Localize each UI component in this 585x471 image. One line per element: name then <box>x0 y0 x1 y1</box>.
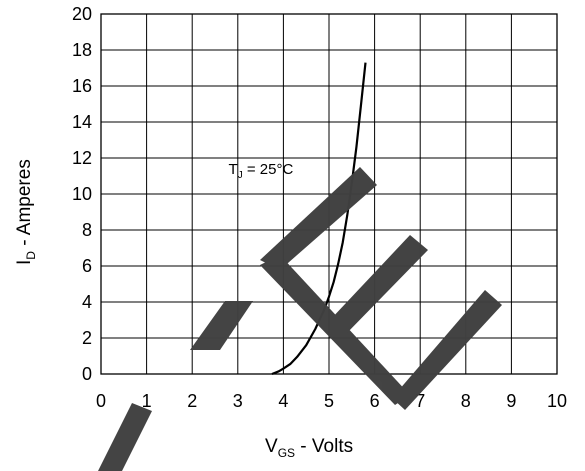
x-tick-label: 6 <box>370 391 380 411</box>
transfer-curve <box>271 62 367 376</box>
y-tick-labels: 0 2 4 6 8 10 12 14 16 18 20 <box>72 4 92 384</box>
watermark-stroke-2 <box>190 301 253 350</box>
y-axis-title: ID - Amperes <box>14 159 38 265</box>
plot-frame <box>100 13 558 375</box>
y-tick-label: 12 <box>72 148 92 168</box>
junction-temperature-annotation: TJ = 25°C <box>229 161 294 181</box>
watermark-stroke-3 <box>260 167 377 270</box>
y-tick-label: 10 <box>72 184 92 204</box>
x-tick-label: 8 <box>461 391 471 411</box>
x-tick-label: 5 <box>324 391 334 411</box>
y-tick-label: 16 <box>72 76 92 96</box>
watermark-stroke-5 <box>330 235 428 335</box>
y-tick-label: 0 <box>82 364 92 384</box>
x-tick-label: 3 <box>233 391 243 411</box>
x-tick-labels: 0 1 2 3 4 5 6 7 8 9 10 <box>96 391 567 411</box>
y-tick-label: 4 <box>82 292 92 312</box>
x-tick-label: 10 <box>547 391 567 411</box>
curves <box>271 62 367 376</box>
y-tick-label: 20 <box>72 4 92 24</box>
y-tick-label: 2 <box>82 328 92 348</box>
x-tick-label: 7 <box>415 391 425 411</box>
y-tick-label: 8 <box>82 220 92 240</box>
y-tick-label: 14 <box>72 112 92 132</box>
x-axis-title: VGS - Volts <box>265 436 353 460</box>
x-tick-label: 2 <box>187 391 197 411</box>
y-tick-label: 6 <box>82 256 92 276</box>
watermark-stroke-1 <box>98 403 152 471</box>
x-tick-label: 9 <box>506 391 516 411</box>
x-tick-label: 0 <box>96 391 106 411</box>
watermark-stroke-4 <box>260 255 410 405</box>
watermark-stroke-6 <box>392 290 502 410</box>
ixys-watermark-logo <box>98 167 502 471</box>
x-tick-label: 4 <box>278 391 288 411</box>
y-tick-label: 18 <box>72 40 92 60</box>
x-tick-label: 1 <box>142 391 152 411</box>
